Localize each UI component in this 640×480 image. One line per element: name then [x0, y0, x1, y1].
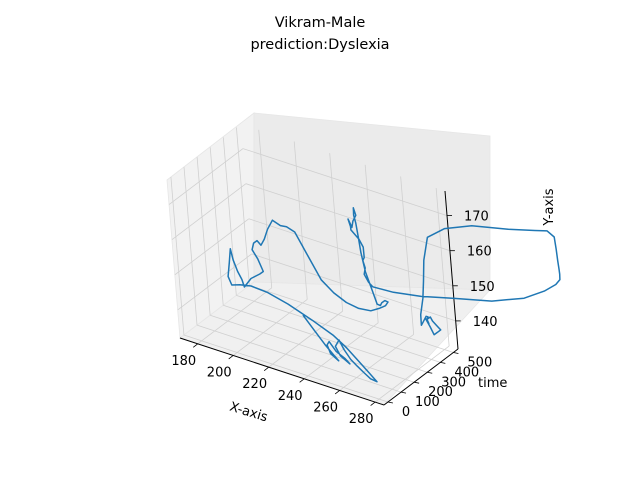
time-grid-floor: [236, 295, 441, 363]
y-tick-label: 160: [467, 245, 492, 260]
x-tick-label: 260: [313, 400, 338, 415]
time-grid-left: [196, 157, 211, 316]
time-grid-left: [222, 137, 237, 296]
time-grid-floor: [196, 324, 402, 393]
time-grid-left: [236, 127, 250, 286]
y-grid-left: [168, 148, 244, 205]
time-grid-floor: [209, 314, 415, 383]
time-axis-label: time: [478, 376, 507, 391]
x-tick-label: 200: [207, 365, 232, 380]
y-axis-line: [444, 190, 459, 350]
y-grid-back: [248, 218, 453, 287]
time-grid-floor: [183, 334, 389, 403]
x-tick-mark: [299, 378, 305, 383]
y-grid-back: [245, 183, 451, 252]
time-tick-mark: [387, 401, 394, 404]
time-tick-label: 500: [467, 355, 492, 370]
x-tick-label: 180: [171, 354, 196, 369]
time-grid-left: [170, 176, 185, 336]
chart-title-line2: prediction:Dyslexia: [250, 37, 389, 53]
time-tick-label: 300: [441, 375, 466, 390]
x-grid-floor: [339, 334, 414, 391]
x-grid-back: [293, 141, 308, 300]
x-grid-back: [329, 153, 344, 312]
time-grid-left: [183, 167, 198, 326]
time-tick-mark: [414, 381, 420, 384]
pane-back: [253, 112, 491, 291]
time-tick-mark: [427, 371, 433, 374]
y-grid-left: [177, 253, 252, 311]
x-tick-label: 240: [278, 389, 303, 404]
x-grid-floor: [303, 322, 379, 380]
y-axis-label: Y-axis: [542, 188, 557, 226]
x-axis-line: [179, 337, 385, 406]
time-tick-mark: [440, 361, 446, 364]
y-tick-label: 150: [470, 280, 495, 295]
x-grid-floor: [268, 310, 343, 368]
x-tick-mark: [192, 343, 198, 348]
time-tick-mark: [453, 352, 459, 354]
x-tick-label: 220: [242, 377, 267, 392]
time-grid-left: [209, 147, 224, 306]
x-grid-back: [400, 176, 415, 335]
x-tick-label: 280: [349, 412, 374, 427]
x-grid-floor: [197, 287, 272, 345]
time-tick-label: 0: [402, 405, 410, 420]
trajectory-line: [227, 207, 561, 383]
time-axis-line: [383, 348, 459, 406]
y-grid-left: [171, 183, 247, 241]
x-grid-back: [435, 188, 450, 347]
y-grid-left: [174, 218, 250, 276]
x-tick-mark: [334, 390, 340, 395]
y-tick-label: 170: [464, 210, 489, 225]
chart-title-line1: Vikram-Male: [275, 15, 366, 31]
time-tick-label: 100: [415, 395, 440, 410]
time-tick-label: 400: [454, 365, 479, 380]
time-grid-floor: [249, 285, 454, 353]
x-grid-floor: [374, 345, 450, 403]
x-tick-mark: [228, 355, 234, 360]
x-grid-back: [364, 164, 379, 323]
y-grid-back: [242, 148, 448, 216]
x-grid-back: [258, 129, 273, 288]
y-tick-label: 140: [473, 315, 498, 330]
x-tick-mark: [263, 366, 269, 371]
x-axis-label: X-axis: [228, 400, 270, 426]
time-tick-label: 200: [428, 385, 453, 400]
time-grid-floor: [223, 304, 428, 373]
time-tick-mark: [400, 391, 407, 394]
x-tick-mark: [370, 401, 376, 406]
